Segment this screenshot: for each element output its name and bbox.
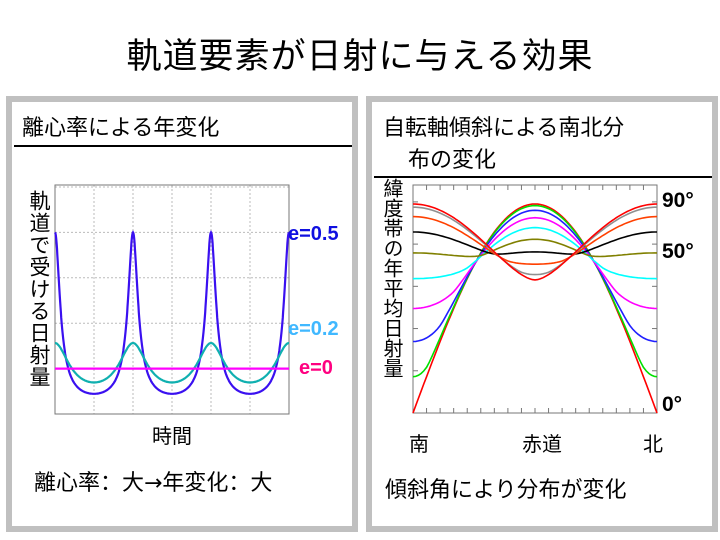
left-y-label: 軌道で受ける日射量 bbox=[27, 190, 51, 388]
series-line-obliquity-70 bbox=[412, 215, 658, 265]
series-line-e=0.5 bbox=[54, 230, 290, 395]
left-heading: 離心率による年変化 bbox=[22, 116, 220, 141]
right-footer: 傾斜角により分布が変化 bbox=[385, 478, 627, 503]
label-e-0-2: e=0.2 bbox=[288, 318, 339, 340]
series-line-obliquity-60 bbox=[413, 231, 657, 255]
label-0deg: 0° bbox=[662, 393, 683, 416]
left-footer: 離心率：大→年変化：大 bbox=[34, 471, 273, 496]
series-line-obliquity-80 bbox=[413, 206, 657, 276]
left-panel bbox=[6, 96, 358, 532]
right-heading-line1: 自転軸傾斜による南北分 bbox=[383, 116, 625, 141]
left-x-label: 時間 bbox=[152, 424, 192, 448]
label-90deg: 90° bbox=[662, 189, 694, 212]
series-line-obliquity-20 bbox=[412, 209, 658, 343]
label-e-0-5: e=0.5 bbox=[288, 223, 339, 245]
series-line-obliquity-30 bbox=[412, 216, 658, 310]
series-line-obliquity-50 bbox=[413, 238, 657, 258]
right-y-label: 緯度帯の年平均日射量 bbox=[380, 178, 404, 378]
plot-frame bbox=[54, 184, 290, 415]
x-label-equator: 赤道 bbox=[522, 432, 562, 456]
label-50deg: 50° bbox=[662, 240, 694, 263]
series-line-obliquity-40 bbox=[412, 226, 658, 280]
x-label-south: 南 bbox=[409, 432, 429, 456]
x-label-north: 北 bbox=[643, 432, 663, 456]
right-heading-line2: 布の変化 bbox=[408, 148, 497, 173]
series-line-obliquity-90 bbox=[412, 203, 658, 281]
label-e-0: e=0 bbox=[299, 357, 333, 379]
series-line-obliquity-10 bbox=[412, 204, 658, 378]
series-line-e=0.2 bbox=[55, 342, 289, 384]
right-heading-underline bbox=[374, 176, 712, 178]
plot-frame bbox=[412, 184, 658, 414]
right-panel bbox=[366, 96, 718, 532]
slide-title: 軌道要素が日射に与える効果 bbox=[126, 37, 594, 77]
left-heading-underline bbox=[14, 145, 352, 147]
